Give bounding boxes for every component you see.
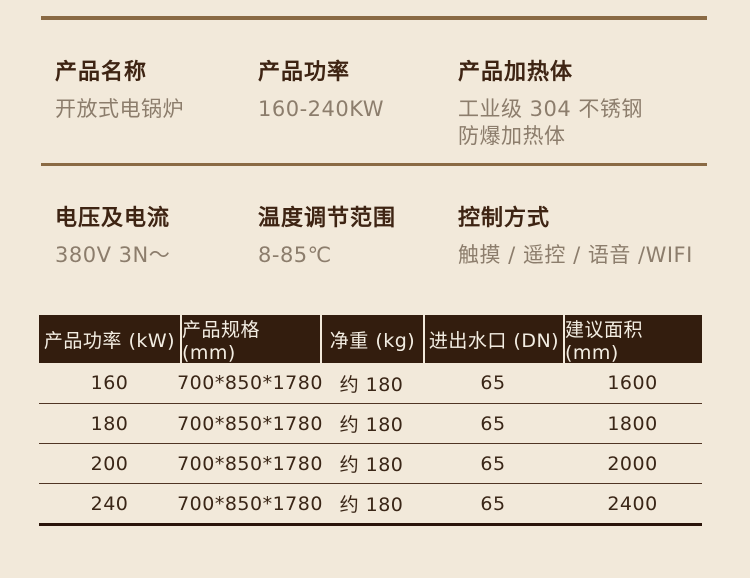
top-divider [41,16,707,20]
table-cell: 700*850*1780 [177,412,323,435]
table-cell: 240 [90,492,129,515]
table-cell: 65 [480,372,506,394]
column-header-power: 产品功率 (kW) [43,329,176,352]
column-header-area: 建议面积 (mm) [563,315,702,364]
table-cell: 约 180 [339,373,404,396]
column-header-dimensions: 产品规格 (mm) [180,315,320,364]
spec-value: 触摸 / 遥控 / 语音 /WIFI [458,243,693,267]
table-row: 160 700*850*1780 约 180 65 1600 [39,363,702,403]
table-row: 180 700*850*1780 约 180 65 1800 [39,403,702,443]
spec-label: 温度调节范围 [258,206,397,231]
table-cell: 2400 [607,492,658,515]
spec-label: 产品加热体 [458,60,574,85]
table-cell: 1600 [607,372,658,394]
spec-product-name: 产品名称 开放式电锅炉 [55,60,184,123]
table-cell: 1800 [607,412,658,435]
table-row: 200 700*850*1780 约 180 65 2000 [39,443,702,483]
table-cell: 700*850*1780 [177,372,323,394]
table-cell: 180 [90,412,129,435]
table-cell: 65 [480,492,506,515]
table-cell: 700*850*1780 [177,452,323,475]
table-cell: 约 180 [339,494,404,516]
spec-value: 工业级 304 不锈钢 防爆加热体 [458,97,643,148]
spec-control-method: 控制方式 触摸 / 遥控 / 语音 /WIFI [458,206,710,269]
spec-value: 380V 3N～ [55,243,171,267]
table-cell: 2000 [607,452,658,475]
column-header-water-port: 进出水口 (DN) [423,315,563,363]
spec-heating-element: 产品加热体 工业级 304 不锈钢 防爆加热体 [458,60,710,150]
spec-value: 8-85℃ [258,243,332,267]
spec-label: 产品功率 [258,60,351,85]
table-cell: 700*850*1780 [177,492,323,515]
spec-label: 控制方式 [458,206,551,231]
spec-value: 开放式电锅炉 [55,97,184,121]
table-cell: 约 180 [339,454,404,476]
table-cell: 约 180 [339,414,404,436]
table-cell: 65 [480,412,506,435]
table-cell: 160 [90,372,129,394]
spec-temperature-range: 温度调节范围 8-85℃ [258,206,396,269]
spec-product-power: 产品功率 160-240KW [258,60,384,123]
table-cell: 200 [90,452,129,475]
spec-label: 产品名称 [55,60,148,85]
middle-divider [41,163,707,166]
table-header-row: 产品功率 (kW) 产品规格 (mm) 净重 (kg) 进出水口 (DN) 建议… [39,315,702,364]
spec-value: 160-240KW [258,97,385,121]
spec-table: 产品功率 (kW) 产品规格 (mm) 净重 (kg) 进出水口 (DN) 建议… [39,315,702,526]
table-row: 240 700*850*1780 约 180 65 2400 [39,483,702,523]
table-cell: 65 [480,452,506,475]
column-header-weight: 净重 (kg) [320,315,423,363]
spec-label: 电压及电流 [55,206,171,231]
spec-voltage-current: 电压及电流 380V 3N～ [55,206,170,269]
